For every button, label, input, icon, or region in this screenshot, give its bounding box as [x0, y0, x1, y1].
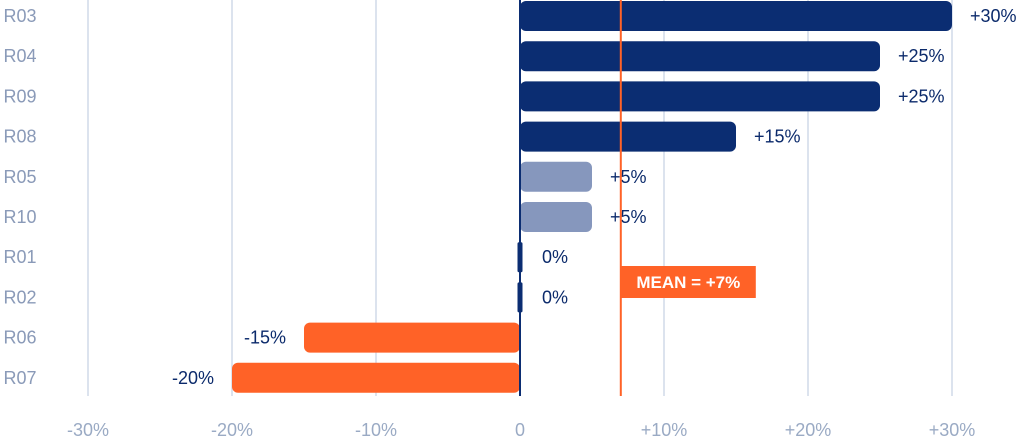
- category-label: R03: [3, 6, 36, 26]
- value-label: +25%: [898, 46, 945, 66]
- value-labels: +30% +25% +25% +15% +5% +5% 0% 0% -15% -20%: [172, 6, 1017, 388]
- category-labels: R03 R04 R09 R08 R05 R10 R01 R02 R06 R07: [3, 6, 36, 388]
- category-label: R05: [3, 167, 36, 187]
- category-label: R02: [3, 287, 36, 307]
- bar: [304, 322, 520, 353]
- value-label: +5%: [610, 207, 647, 227]
- value-label: +15%: [754, 127, 801, 147]
- x-tick-label: +20%: [785, 420, 832, 440]
- x-tick-label: +30%: [929, 420, 976, 440]
- value-label: 0%: [542, 287, 568, 307]
- x-tick-label: -20%: [211, 420, 253, 440]
- category-label: R01: [3, 247, 36, 267]
- bar: [520, 161, 592, 192]
- bar: [520, 81, 880, 112]
- category-label: R10: [3, 207, 36, 227]
- bar: [520, 41, 880, 72]
- mean-label-box: [620, 266, 756, 298]
- value-label: 0%: [542, 247, 568, 267]
- x-tick-label: +10%: [641, 420, 688, 440]
- bar: [232, 362, 520, 393]
- x-tick-label: 0: [515, 420, 525, 440]
- mean-label: MEAN = +7%: [636, 273, 740, 292]
- bar: [520, 121, 736, 152]
- category-label: R04: [3, 46, 36, 66]
- bars: [232, 1, 952, 393]
- value-label: +25%: [898, 86, 945, 106]
- value-label: -15%: [244, 328, 286, 348]
- bar: [520, 1, 952, 31]
- category-label: R06: [3, 328, 36, 348]
- x-tick-label: -30%: [67, 420, 109, 440]
- category-label: R07: [3, 368, 36, 388]
- value-label: +5%: [610, 167, 647, 187]
- mean-marker: MEAN = +7%: [619, 0, 756, 396]
- category-label: R09: [3, 86, 36, 106]
- x-tick-label: -10%: [355, 420, 397, 440]
- x-tick-labels: -30% -20% -10% 0 +10% +20% +30%: [67, 420, 975, 440]
- value-label: +30%: [970, 6, 1017, 26]
- category-label: R08: [3, 127, 36, 147]
- value-label: -20%: [172, 368, 214, 388]
- bar: [520, 202, 592, 232]
